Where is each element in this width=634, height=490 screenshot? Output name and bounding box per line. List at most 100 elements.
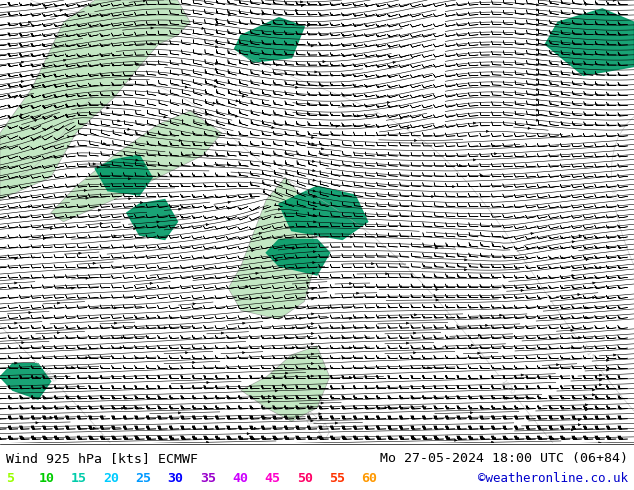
FancyArrowPatch shape (521, 290, 523, 292)
FancyArrowPatch shape (215, 68, 217, 70)
FancyArrowPatch shape (107, 107, 109, 109)
Text: 35: 35 (200, 472, 216, 485)
FancyArrowPatch shape (521, 374, 524, 376)
FancyArrowPatch shape (607, 359, 609, 362)
FancyArrowPatch shape (114, 307, 117, 309)
FancyArrowPatch shape (486, 324, 488, 326)
FancyArrowPatch shape (315, 71, 317, 73)
FancyArrowPatch shape (307, 282, 309, 284)
Polygon shape (235, 18, 304, 62)
FancyArrowPatch shape (178, 412, 181, 414)
FancyArrowPatch shape (150, 282, 152, 285)
Text: 40: 40 (232, 472, 249, 485)
FancyArrowPatch shape (202, 27, 204, 29)
FancyArrowPatch shape (473, 122, 476, 124)
FancyArrowPatch shape (93, 163, 96, 165)
FancyArrowPatch shape (536, 19, 539, 21)
FancyArrowPatch shape (536, 64, 539, 66)
FancyArrowPatch shape (215, 62, 217, 65)
FancyArrowPatch shape (313, 160, 314, 162)
FancyArrowPatch shape (536, 24, 539, 26)
FancyArrowPatch shape (607, 246, 609, 248)
FancyArrowPatch shape (262, 13, 264, 15)
Polygon shape (127, 199, 178, 240)
FancyArrowPatch shape (98, 209, 101, 211)
FancyArrowPatch shape (295, 9, 298, 12)
Polygon shape (95, 155, 152, 195)
FancyArrowPatch shape (312, 288, 314, 290)
FancyArrowPatch shape (586, 258, 588, 261)
FancyArrowPatch shape (214, 79, 217, 82)
FancyArrowPatch shape (313, 262, 315, 264)
FancyArrowPatch shape (536, 28, 539, 31)
FancyArrowPatch shape (335, 422, 337, 424)
Text: 60: 60 (361, 472, 377, 485)
FancyArrowPatch shape (207, 123, 209, 126)
FancyArrowPatch shape (312, 298, 314, 300)
FancyArrowPatch shape (413, 332, 416, 334)
FancyArrowPatch shape (117, 120, 120, 122)
FancyArrowPatch shape (157, 221, 159, 223)
FancyArrowPatch shape (453, 186, 455, 188)
FancyArrowPatch shape (43, 387, 46, 389)
FancyArrowPatch shape (311, 420, 313, 422)
FancyArrowPatch shape (406, 322, 409, 324)
FancyArrowPatch shape (205, 113, 208, 115)
FancyArrowPatch shape (235, 115, 238, 117)
FancyArrowPatch shape (185, 86, 188, 88)
FancyArrowPatch shape (72, 287, 74, 289)
Text: 1015: 1015 (579, 343, 595, 362)
FancyArrowPatch shape (312, 272, 314, 274)
FancyArrowPatch shape (311, 375, 313, 377)
FancyArrowPatch shape (93, 427, 96, 429)
FancyArrowPatch shape (536, 49, 539, 51)
FancyArrowPatch shape (15, 282, 17, 284)
Text: 5: 5 (6, 472, 15, 485)
FancyArrowPatch shape (536, 53, 539, 56)
FancyArrowPatch shape (100, 222, 103, 225)
Polygon shape (51, 111, 222, 221)
FancyArrowPatch shape (254, 427, 257, 429)
Polygon shape (279, 186, 368, 240)
FancyArrowPatch shape (536, 59, 539, 61)
FancyArrowPatch shape (313, 196, 316, 197)
FancyArrowPatch shape (307, 113, 309, 115)
FancyArrowPatch shape (585, 404, 588, 406)
FancyArrowPatch shape (321, 85, 324, 87)
FancyArrowPatch shape (29, 312, 31, 314)
FancyArrowPatch shape (120, 346, 122, 349)
FancyArrowPatch shape (336, 125, 339, 127)
FancyArrowPatch shape (268, 395, 271, 397)
Polygon shape (545, 9, 634, 75)
FancyArrowPatch shape (313, 201, 316, 204)
FancyArrowPatch shape (349, 282, 352, 285)
FancyArrowPatch shape (432, 196, 434, 197)
FancyArrowPatch shape (207, 155, 209, 157)
Text: 1020: 1020 (41, 367, 57, 384)
FancyArrowPatch shape (311, 363, 314, 365)
FancyArrowPatch shape (415, 314, 417, 316)
FancyArrowPatch shape (393, 61, 396, 64)
Text: 50: 50 (297, 472, 313, 485)
FancyArrowPatch shape (70, 217, 73, 219)
FancyArrowPatch shape (455, 439, 457, 441)
FancyArrowPatch shape (21, 80, 23, 83)
FancyArrowPatch shape (311, 343, 314, 345)
FancyArrowPatch shape (29, 205, 31, 208)
FancyArrowPatch shape (129, 197, 131, 200)
FancyArrowPatch shape (313, 170, 315, 172)
FancyArrowPatch shape (592, 393, 595, 396)
FancyArrowPatch shape (301, 4, 304, 7)
FancyArrowPatch shape (63, 59, 66, 61)
FancyArrowPatch shape (311, 136, 314, 139)
FancyArrowPatch shape (295, 306, 298, 308)
FancyArrowPatch shape (493, 145, 495, 147)
FancyArrowPatch shape (243, 351, 245, 354)
FancyArrowPatch shape (586, 307, 588, 309)
FancyArrowPatch shape (319, 413, 321, 415)
FancyArrowPatch shape (313, 208, 316, 210)
FancyArrowPatch shape (593, 296, 595, 299)
FancyArrowPatch shape (216, 18, 218, 21)
FancyArrowPatch shape (72, 367, 74, 368)
FancyArrowPatch shape (300, 317, 302, 319)
